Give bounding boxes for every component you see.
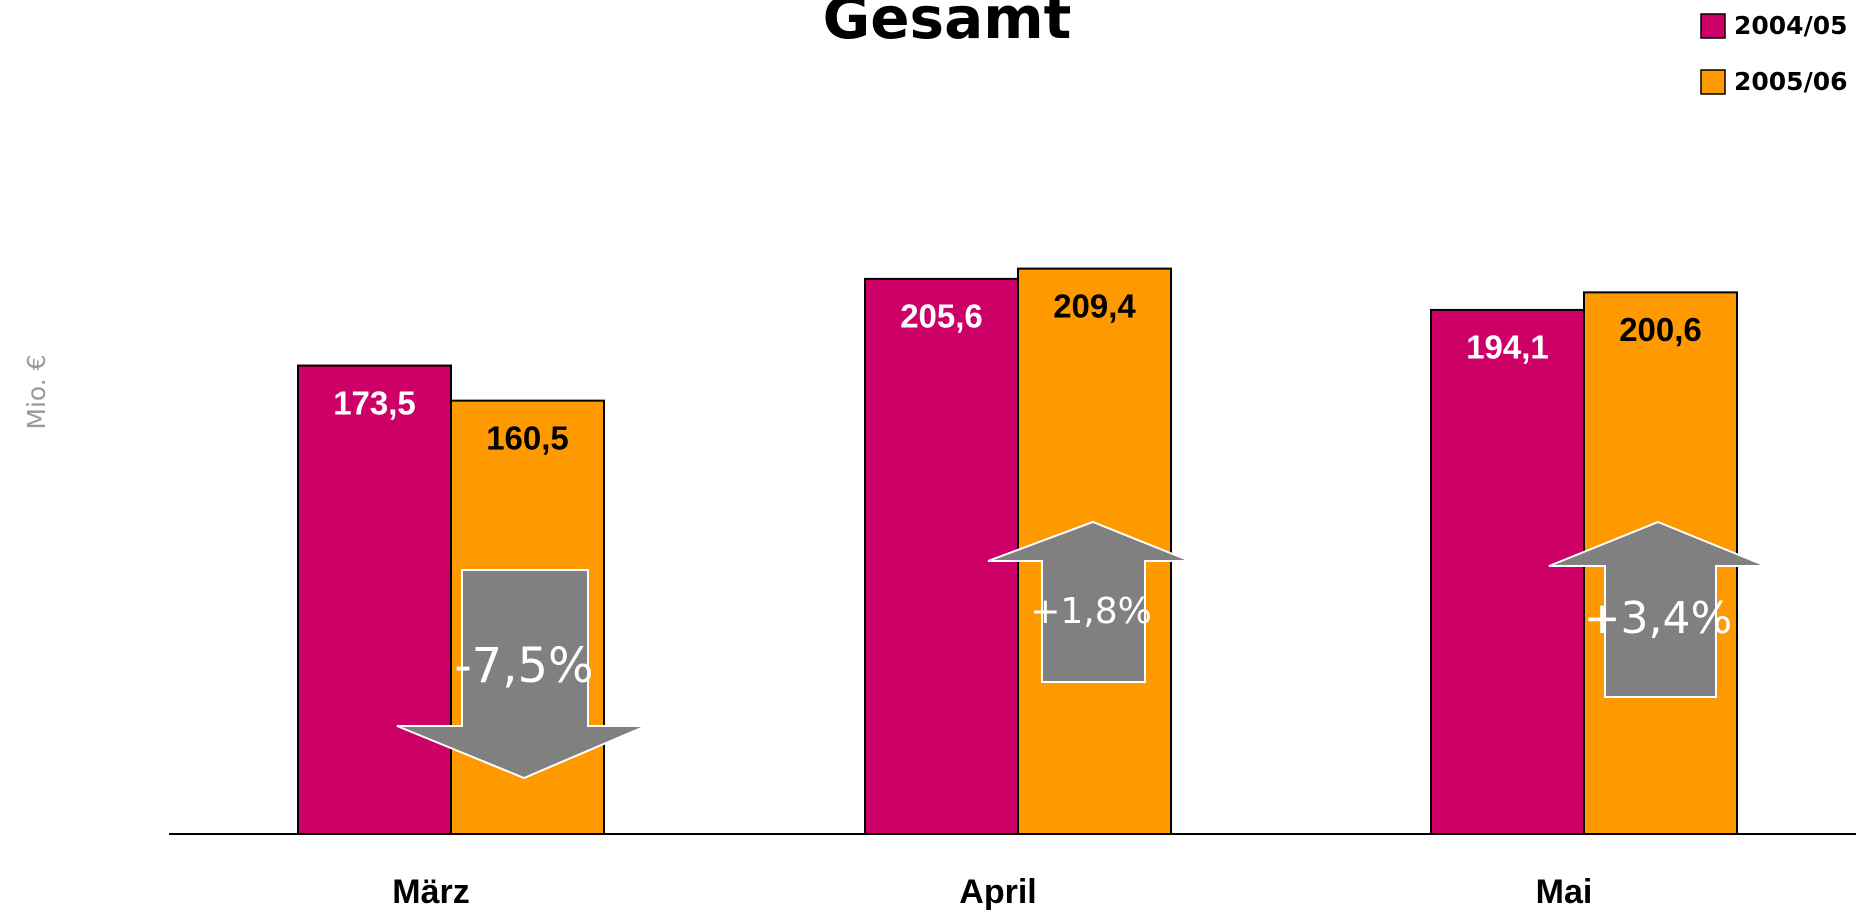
x-tick-label: März: [392, 873, 469, 911]
change-arrow: [987, 520, 1191, 683]
annotation: +3,4%: [1584, 593, 1733, 644]
legend-label: 2004/05: [1734, 11, 1848, 40]
value-label: 200,6: [1619, 311, 1702, 348]
legend-label: 2005/06: [1734, 67, 1848, 96]
change-arrow: [396, 569, 647, 780]
x-tick-label: April: [959, 873, 1036, 911]
value-label: 209,4: [1053, 287, 1136, 324]
x-tick-label: Mai: [1536, 873, 1593, 911]
value-label: 205,6: [900, 298, 983, 335]
y-axis-label: Mio. €: [22, 354, 51, 429]
bar: [297, 364, 452, 835]
value-label: 194,1: [1466, 329, 1549, 366]
legend-swatch: [1700, 69, 1726, 95]
bar: [1430, 308, 1585, 835]
change-arrow: [1548, 520, 1767, 698]
bar: [864, 277, 1019, 835]
value-label: 173,5: [333, 384, 416, 421]
annotation: -7,5%: [454, 638, 593, 694]
annotation: +1,8%: [1030, 591, 1152, 632]
chart-title: Gesamt: [823, 0, 1072, 52]
legend-swatch: [1700, 13, 1726, 39]
value-label: 160,5: [486, 419, 569, 456]
